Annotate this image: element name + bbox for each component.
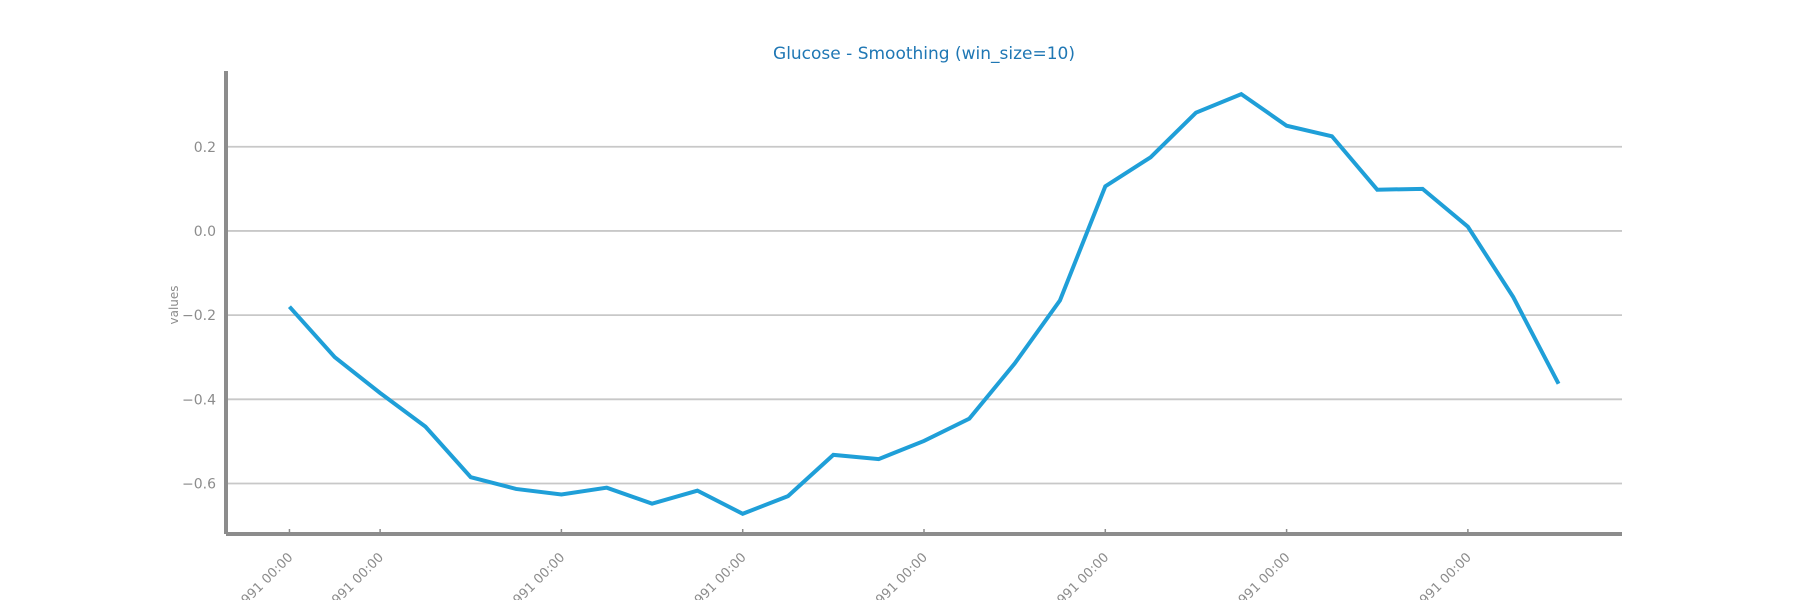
x-tick-label: …/1991 00:00: [1218, 550, 1294, 600]
ticks: −0.6 −0.4 −0.2 0.0 0.2 …/1991 00:00 …/1991 00:…: [182, 140, 1475, 600]
x-tick-label: …/1991 00:00: [1036, 550, 1112, 600]
x-tick-label: …/1991 00:00: [855, 550, 931, 600]
y-axis-label: values: [167, 285, 181, 324]
series-layer: [287, 91, 1561, 516]
x-tick-label: …/1991 00:00: [1399, 550, 1475, 600]
x-tick-label: …/1991 00:00: [311, 550, 387, 600]
y-tick-label: −0.4: [182, 392, 216, 408]
chart-title: Glucose - Smoothing (win_size=10): [773, 44, 1075, 64]
x-tick-label: …/1991 00:00: [493, 550, 569, 600]
grid-lines: [228, 145, 1622, 485]
y-tick-label: −0.6: [182, 476, 216, 492]
y-tick-label: 0.0: [194, 224, 216, 240]
series-line: [287, 91, 1561, 516]
x-tick-label: …/1991 00:00: [221, 550, 297, 600]
axes: [224, 71, 1622, 536]
y-tick-label: −0.2: [182, 308, 216, 324]
y-tick-label: 0.2: [194, 140, 216, 156]
x-tick-label: …/1991 00:00: [674, 550, 750, 600]
